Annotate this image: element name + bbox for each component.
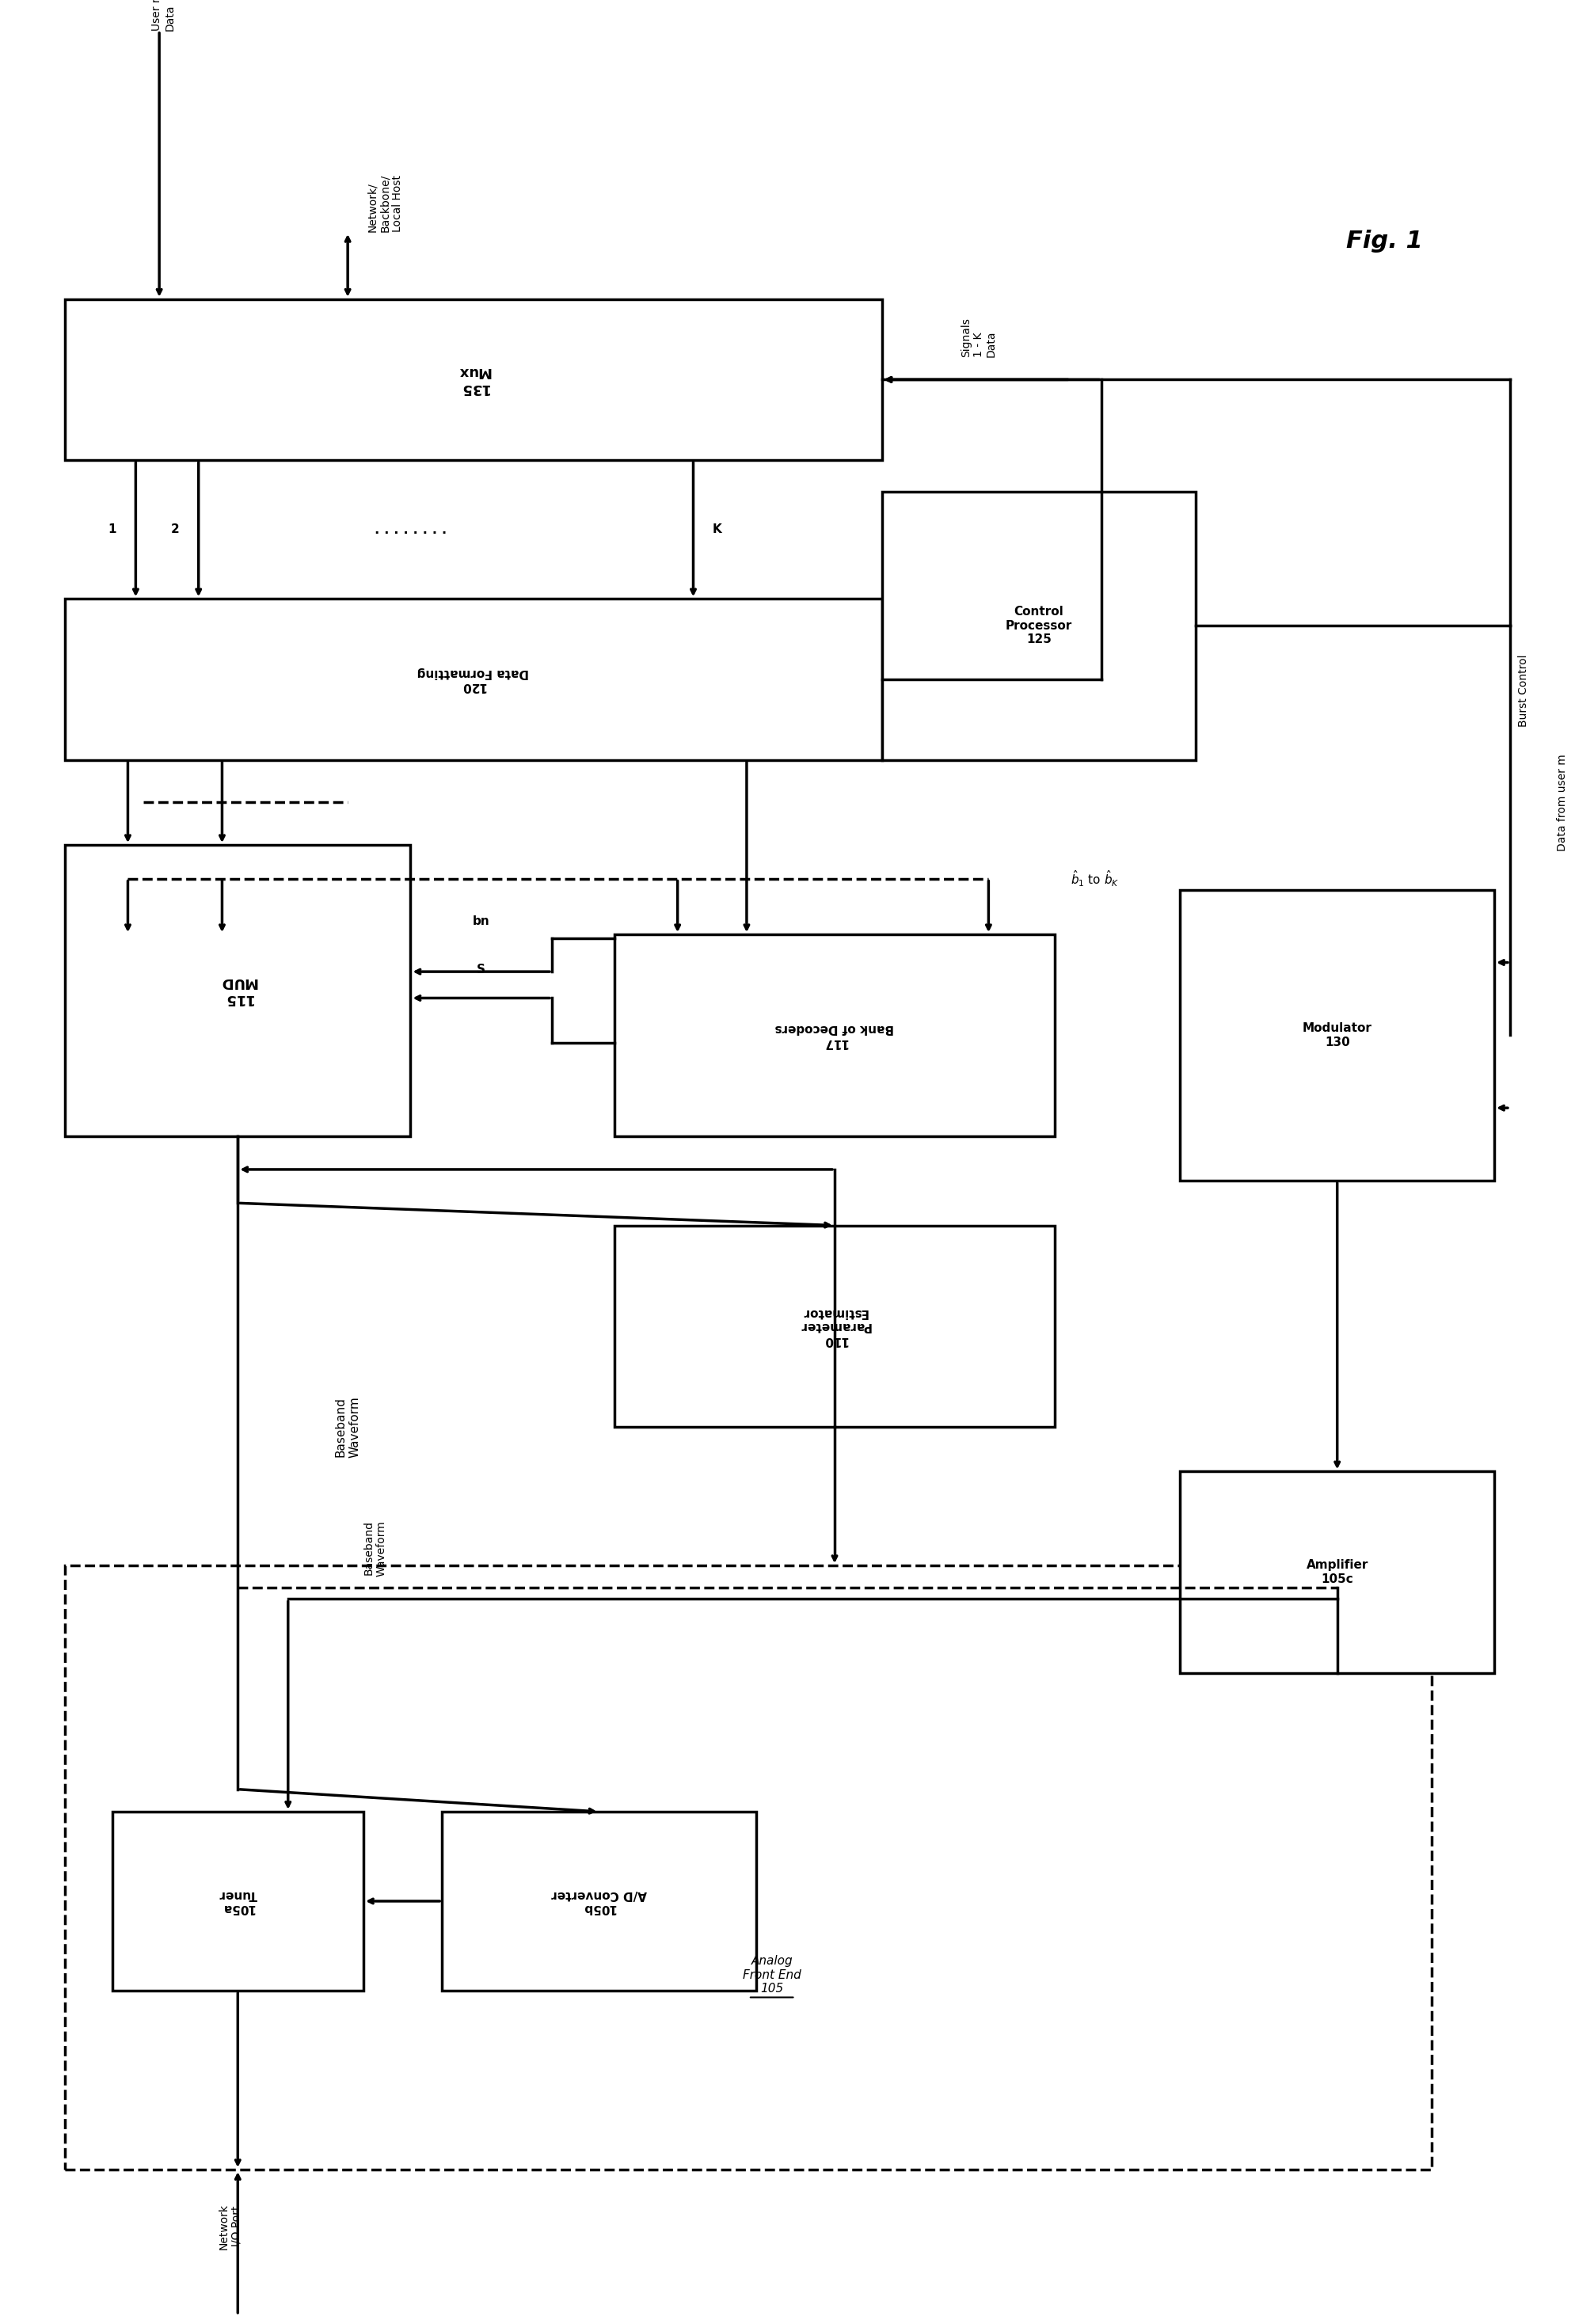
- Text: Baseband
Waveform: Baseband Waveform: [335, 1397, 361, 1457]
- Text: 1: 1: [109, 523, 117, 535]
- Bar: [1180, 1471, 1495, 1673]
- Text: Fig. 1: Fig. 1: [1347, 230, 1422, 253]
- Text: . . . . . . . .: . . . . . . . .: [375, 523, 447, 537]
- Text: Data from user m: Data from user m: [1558, 753, 1569, 851]
- Text: 120
Data Formatting: 120 Data Formatting: [417, 667, 529, 693]
- Text: 115
MUD: 115 MUD: [219, 976, 257, 1006]
- Text: User m
Data: User m Data: [151, 0, 175, 30]
- Text: Modulator
130: Modulator 130: [1303, 1023, 1372, 1048]
- Text: 105b
A/D Converter: 105b A/D Converter: [551, 1889, 647, 1915]
- Bar: [65, 846, 411, 1136]
- Text: Network/
Backbone/
Local Host: Network/ Backbone/ Local Host: [367, 174, 403, 232]
- Bar: [65, 600, 882, 760]
- Text: bn: bn: [472, 916, 490, 927]
- Text: K: K: [712, 523, 721, 535]
- Bar: [443, 1813, 756, 1992]
- Bar: [614, 1225, 1055, 1427]
- Text: $\hat{b}_1$ to $\hat{b}_K$: $\hat{b}_1$ to $\hat{b}_K$: [1069, 869, 1118, 888]
- Text: S: S: [477, 964, 485, 976]
- Text: 135
Mux: 135 Mux: [457, 365, 490, 395]
- Bar: [614, 934, 1055, 1136]
- Text: Network
I/O Port: Network I/O Port: [217, 2203, 243, 2250]
- Text: Analog
Front End
105: Analog Front End 105: [742, 1954, 802, 1994]
- Bar: [1180, 890, 1495, 1181]
- Text: 2: 2: [170, 523, 180, 535]
- Text: Signals
1 - K
Data: Signals 1 - K Data: [961, 318, 997, 358]
- Text: 110
Parameter
Estimator: 110 Parameter Estimator: [799, 1306, 871, 1346]
- Bar: [882, 490, 1195, 760]
- Bar: [112, 1813, 364, 1992]
- Bar: [65, 1566, 1432, 2171]
- Text: 105: 105: [761, 1996, 783, 2010]
- Text: 105a
Tuner: 105a Tuner: [219, 1889, 257, 1915]
- Text: Amplifier
105c: Amplifier 105c: [1306, 1559, 1369, 1585]
- Bar: [65, 300, 882, 460]
- Text: Control
Processor
125: Control Processor 125: [1005, 607, 1073, 646]
- Text: 117
Bank of Decoders: 117 Bank of Decoders: [775, 1023, 895, 1048]
- Text: Burst Control: Burst Control: [1518, 655, 1529, 727]
- Text: Baseband
Waveform: Baseband Waveform: [364, 1520, 387, 1576]
